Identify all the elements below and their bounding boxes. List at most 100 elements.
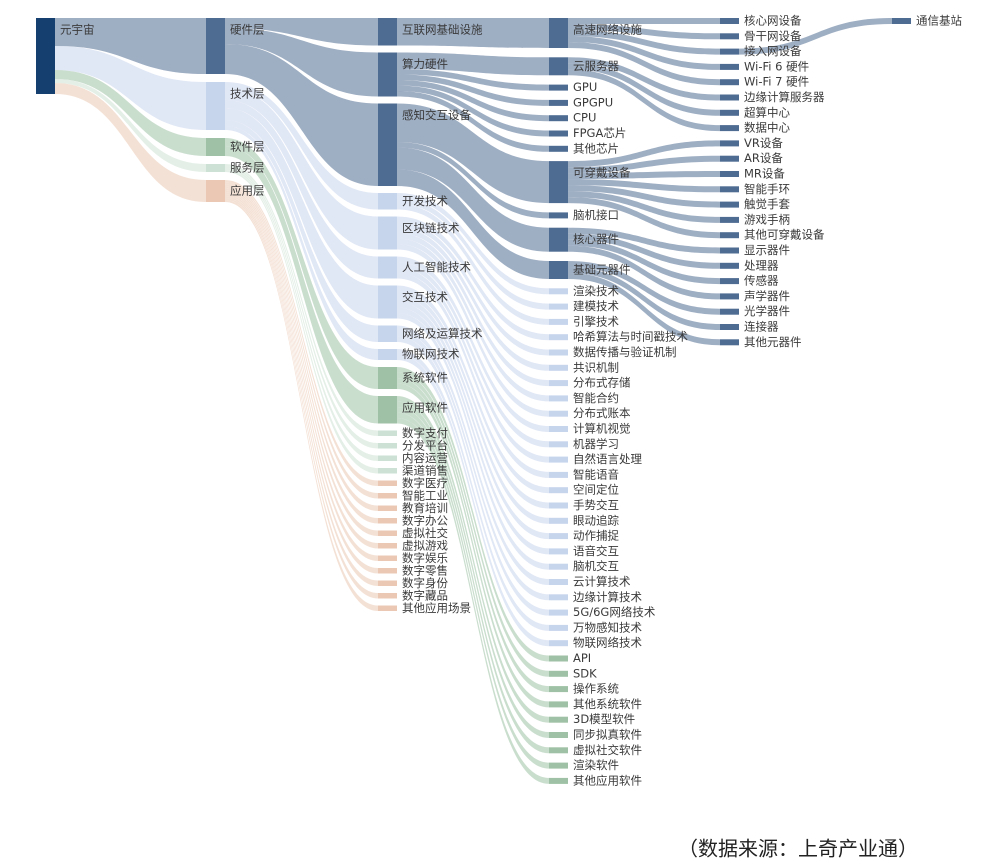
link (568, 155, 720, 174)
node (549, 716, 568, 723)
node (206, 18, 225, 74)
node (206, 138, 225, 156)
node-label: 其他芯片 (573, 141, 619, 155)
node (549, 701, 568, 708)
node-label: 其他应用场景 (402, 601, 471, 615)
node-label: 虚拟社交软件 (573, 743, 642, 757)
link (225, 108, 378, 319)
node-label: GPGPU (573, 95, 613, 109)
node (549, 533, 568, 540)
link (225, 186, 378, 524)
node-label: 内容运营 (402, 451, 448, 465)
link (397, 302, 549, 540)
node (549, 318, 568, 325)
link (225, 180, 378, 486)
node (549, 288, 568, 295)
link (397, 407, 549, 754)
node-label: 虚拟社交 (402, 526, 448, 540)
link (397, 238, 549, 402)
link (397, 325, 549, 585)
node-label: 人工智能技术 (402, 260, 471, 274)
node-label: 脑机交互 (573, 559, 619, 573)
link (397, 74, 549, 106)
node (720, 186, 739, 193)
node (378, 580, 397, 586)
node-label: 渠道销售 (402, 463, 448, 477)
node-label: VR设备 (744, 136, 783, 150)
node (378, 52, 397, 97)
node-label: 通信基站 (916, 14, 962, 28)
node (549, 579, 568, 585)
node-label: 数字医疗 (402, 476, 448, 490)
node (378, 325, 397, 342)
node-label: 连接器 (744, 320, 779, 334)
node-label: 游戏手柄 (744, 212, 790, 226)
node (549, 115, 568, 122)
link (568, 233, 720, 269)
node-label: 其他应用软件 (573, 773, 642, 787)
link (397, 244, 549, 417)
node (720, 155, 739, 162)
node-label: 硬件层 (230, 23, 265, 37)
link (397, 227, 549, 371)
node (206, 82, 225, 130)
node (206, 164, 225, 172)
node-label: 系统软件 (402, 371, 448, 385)
node (549, 548, 568, 555)
node-label: 5G/6G网络技术 (573, 605, 656, 619)
link (225, 184, 378, 511)
link (397, 147, 549, 252)
link (225, 170, 378, 474)
node-label: 智能工业 (402, 488, 448, 502)
node (378, 518, 397, 524)
link (568, 197, 720, 239)
node (378, 349, 397, 360)
node-label: 开发技术 (402, 194, 448, 208)
link (568, 273, 720, 346)
node (720, 33, 739, 40)
link (568, 63, 720, 116)
node (549, 57, 568, 76)
node (549, 364, 568, 371)
node (549, 334, 568, 341)
link (225, 168, 378, 461)
node (720, 140, 739, 147)
link (55, 79, 206, 172)
link (397, 296, 549, 524)
link (225, 190, 378, 549)
node (549, 18, 568, 48)
link (397, 396, 549, 723)
node (549, 161, 568, 204)
link (225, 164, 378, 436)
node-label: 虚拟游戏 (402, 538, 448, 552)
node-label: 其他可穿戴设备 (744, 228, 825, 242)
node-label: Wi-Fi 6 硬件 (744, 59, 809, 73)
node-label: 应用软件 (402, 401, 448, 415)
node-label: 空间定位 (573, 483, 619, 497)
node-label: 数据中心 (744, 121, 790, 135)
node-label: 智能合约 (573, 391, 619, 405)
node (720, 278, 739, 285)
node (378, 216, 397, 250)
link (568, 69, 720, 132)
link (225, 188, 378, 536)
node-label: Wi-Fi 7 硬件 (744, 75, 809, 89)
node-label: 传感器 (744, 274, 779, 288)
node (378, 443, 397, 449)
link (225, 88, 378, 250)
link (397, 69, 549, 91)
link (225, 200, 378, 611)
link (397, 91, 549, 152)
node (378, 193, 397, 210)
node-label: 语音交互 (573, 544, 619, 558)
link (225, 138, 378, 389)
node-label: 技术层 (230, 87, 265, 101)
node-label: 骨干网设备 (744, 29, 802, 43)
node-label: 光学器件 (744, 304, 790, 318)
node-label: 接入网设备 (744, 44, 802, 58)
node (720, 216, 739, 223)
node (549, 471, 568, 478)
link (397, 291, 549, 509)
node (549, 380, 568, 387)
